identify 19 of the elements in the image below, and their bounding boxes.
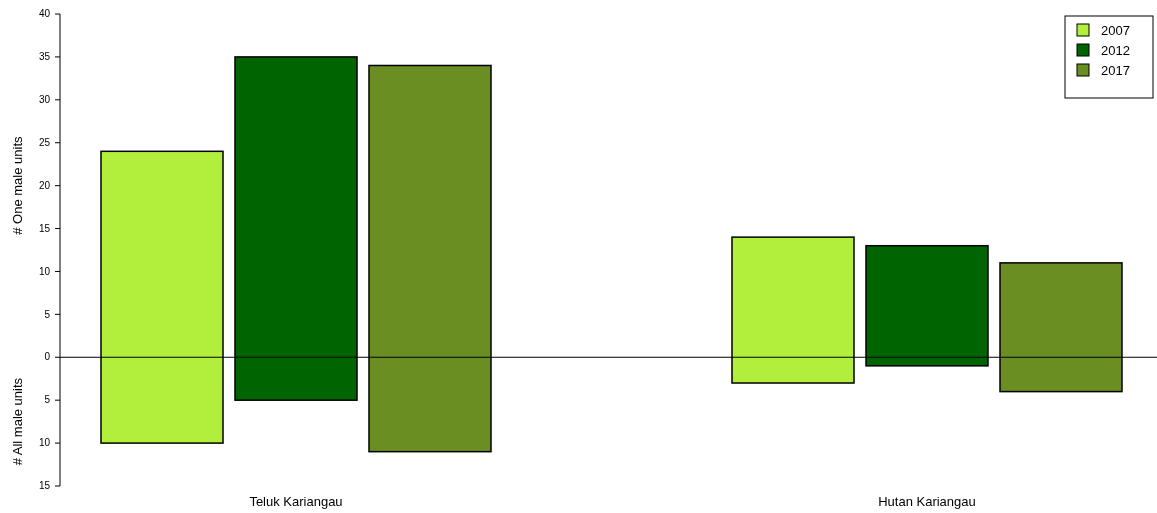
y-tick-label: 40 [38, 8, 51, 20]
text: # All male units [10, 377, 25, 466]
y-tick-label: 10 [38, 265, 51, 277]
y-tick-label: 0 [44, 351, 51, 363]
legend-label: 2012 [1101, 42, 1130, 58]
y-tick-label: 5 [44, 308, 51, 320]
legend-label: 2017 [1101, 62, 1130, 78]
y-tick-label: 5 [44, 394, 51, 406]
y-tick-label: 35 [38, 51, 51, 63]
x-tick-label: Hutan Kariangau [878, 494, 976, 509]
y-tick-label: 20 [38, 179, 51, 191]
y-tick-label: 15 [38, 222, 51, 234]
y-tick-label: 30 [38, 94, 51, 106]
y-tick-label: 15 [38, 480, 51, 492]
legend-label: 2007 [1101, 22, 1130, 38]
x-tick-label: Teluk Kariangau [249, 494, 343, 509]
y-tick-label: 10 [38, 437, 51, 449]
y-axis-title: # One male units [10, 136, 25, 235]
y-tick-label: 25 [38, 136, 51, 148]
